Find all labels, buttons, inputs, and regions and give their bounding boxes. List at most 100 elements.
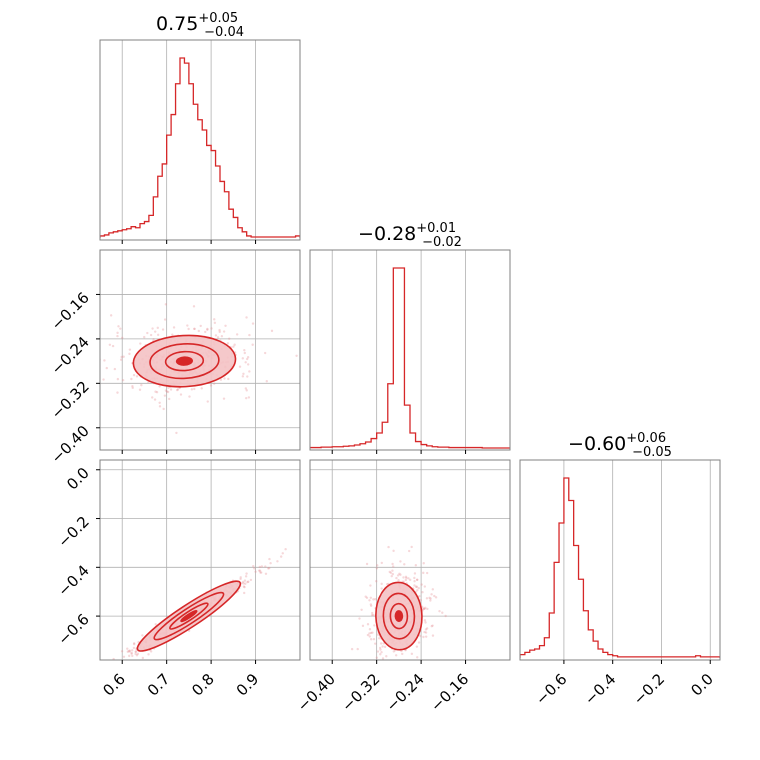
scatter-point [163, 318, 167, 321]
scatter-point [402, 576, 405, 579]
scatter-point [164, 389, 168, 392]
scatter-point [356, 647, 359, 651]
scatter-contour-panel-1-2: −0.16−0.24−0.32−0.40 [48, 249, 301, 467]
scatter-point [366, 633, 370, 637]
scatter-point [247, 580, 250, 583]
scatter-point [127, 649, 131, 653]
scatter-point [241, 580, 245, 584]
scatter-point [415, 645, 419, 648]
scatter-point [391, 572, 395, 576]
scatter-point [116, 391, 119, 394]
scatter-point [114, 666, 116, 668]
scatter-point [258, 569, 262, 572]
scatter-point [121, 336, 124, 339]
scatter-point [134, 650, 138, 653]
scatter-point [368, 632, 371, 635]
scatter-point [244, 582, 247, 585]
scatter-point [140, 383, 143, 387]
scatter-point [417, 586, 420, 590]
scatter-point [399, 560, 402, 563]
plot-body [310, 267, 510, 449]
scatter-point [260, 565, 264, 568]
scatter-point [135, 654, 139, 657]
scatter-point [247, 396, 251, 399]
scatter-point [212, 382, 216, 385]
scatter-point [245, 357, 249, 361]
plot-body [112, 548, 287, 668]
scatter-point [129, 660, 131, 662]
scatter-point [206, 400, 209, 403]
scatter-point [224, 324, 227, 327]
scatter-point [434, 596, 438, 599]
x-tick-label: −0.16 [427, 670, 472, 715]
contour-level [180, 609, 198, 623]
scatter-point [433, 594, 436, 598]
scatter-point [414, 585, 418, 588]
title-param-2: −0.28+0.01 −0.02 [358, 221, 462, 250]
histogram-panel-param-1 [99, 39, 301, 244]
scatter-point [263, 351, 267, 355]
x-tick-label: −0.4 [581, 670, 619, 708]
scatter-point [248, 370, 251, 373]
scatter-point [149, 333, 153, 337]
scatter-point [284, 548, 287, 551]
scatter-point [120, 355, 123, 359]
scatter-point [248, 333, 251, 337]
scatter-point [216, 336, 220, 339]
scatter-point [422, 571, 425, 575]
scatter-point [210, 327, 213, 330]
scatter-point [369, 631, 373, 635]
x-tick-label: −0.32 [338, 670, 383, 715]
scatter-point [242, 585, 246, 588]
scatter-point [242, 372, 245, 376]
scatter-point [410, 545, 413, 549]
scatter-point [361, 624, 365, 628]
scatter-point [419, 634, 422, 638]
plot-body [520, 477, 720, 658]
scatter-point [374, 598, 377, 601]
scatter-point [401, 652, 404, 656]
scatter-point [422, 607, 426, 611]
scatter-point [397, 579, 400, 582]
contour-level [149, 343, 220, 380]
contour-level [389, 602, 409, 630]
scatter-point [138, 388, 142, 391]
histogram-step [310, 267, 510, 449]
scatter-point [166, 390, 170, 394]
scatter-point [415, 578, 419, 582]
y-tick-label: 0.0 [63, 464, 93, 494]
y-tick-label: −0.16 [48, 289, 93, 334]
scatter-point [242, 582, 245, 585]
scatter-point [416, 578, 419, 581]
scatter-point [368, 628, 372, 631]
scatter-point [425, 627, 429, 630]
scatter-point [246, 363, 250, 366]
plot-content [112, 548, 287, 668]
scatter-point [103, 359, 106, 362]
scatter-point [116, 334, 119, 338]
scatter-point [388, 685, 390, 687]
scatter-point [260, 571, 263, 574]
scatter-point [131, 386, 134, 390]
scatter-point [391, 662, 393, 664]
contour-level [382, 592, 416, 640]
scatter-point [214, 334, 218, 337]
scatter-point [163, 394, 167, 397]
scatter-point [392, 650, 395, 653]
panel-frame [99, 39, 301, 241]
scatter-point [241, 375, 245, 378]
scatter-point [243, 591, 246, 595]
scatter-point [128, 348, 132, 351]
scatter-point [146, 331, 149, 335]
scatter-point [281, 552, 284, 555]
scatter-point [243, 579, 247, 582]
scatter-point [396, 574, 400, 577]
scatter-point [422, 635, 425, 639]
panel-frame [99, 459, 301, 661]
scatter-point [425, 571, 429, 575]
plot-body [100, 57, 300, 238]
scatter-point [246, 355, 250, 359]
scatter-point [441, 611, 444, 614]
scatter-point [156, 326, 159, 330]
scatter-point [155, 390, 159, 394]
